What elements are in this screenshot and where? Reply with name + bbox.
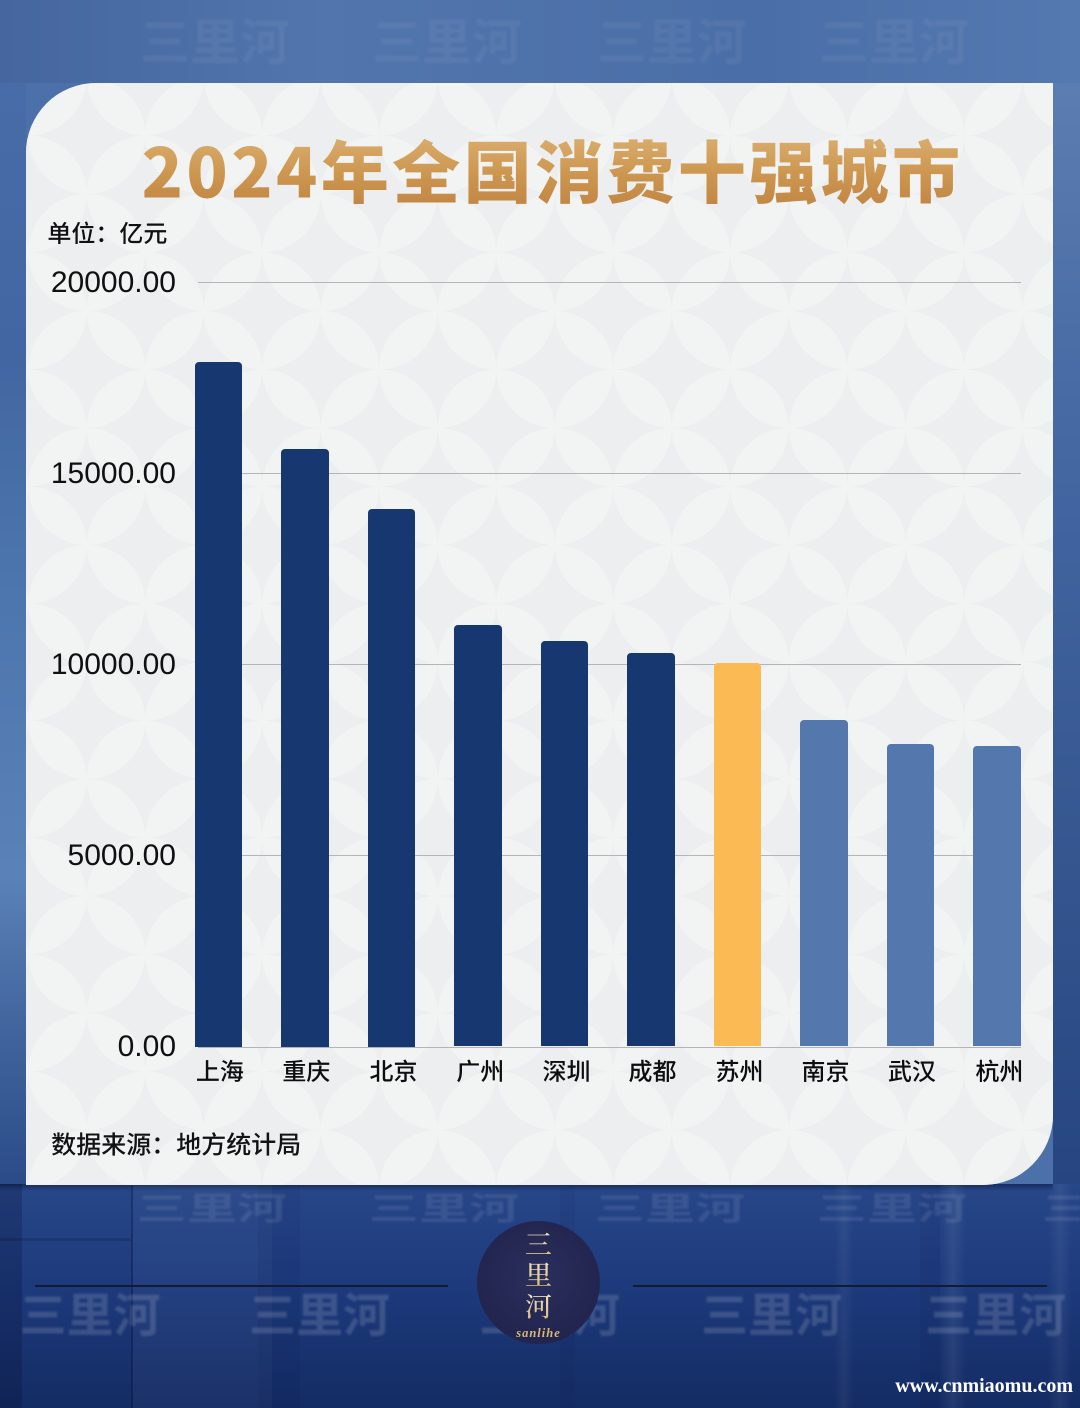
svg-text:sanlihe: sanlihe (515, 1326, 561, 1340)
